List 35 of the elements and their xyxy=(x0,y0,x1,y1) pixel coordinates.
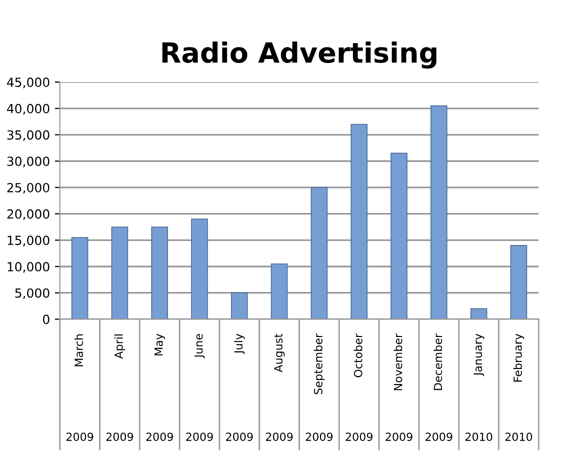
category-label: August 2009 xyxy=(266,334,293,441)
category-label: November 2009 xyxy=(386,333,412,441)
category-label: April 2009 xyxy=(106,334,134,441)
bar xyxy=(470,308,488,320)
y-tick-label: 30,000 xyxy=(7,156,50,168)
bar xyxy=(270,263,288,320)
y-tick-label: 25,000 xyxy=(7,182,50,194)
category-label: May 2009 xyxy=(146,334,173,441)
y-tick-label: 0 xyxy=(43,314,50,324)
category-label: September 2009 xyxy=(306,333,333,441)
y-tick-label: 15,000 xyxy=(8,236,50,246)
category-label: June 2009 xyxy=(186,334,213,441)
y-tick-label: 45,000 xyxy=(7,78,50,88)
y-tick-label: 40,000 xyxy=(7,104,50,115)
category-label: February 2010 xyxy=(505,334,532,441)
bar xyxy=(510,245,528,320)
y-tick-label: 5,000 xyxy=(15,288,50,300)
bar xyxy=(350,124,368,320)
category-label: July 2009 xyxy=(226,334,253,441)
chart-title: Radio Advertising xyxy=(162,42,436,69)
y-tick-label: 10,000 xyxy=(8,262,50,273)
bar xyxy=(151,226,168,320)
bar xyxy=(430,105,448,320)
category-label: March 2009 xyxy=(66,334,94,441)
bar xyxy=(111,226,128,320)
y-tick-label: 35,000 xyxy=(7,130,50,141)
bar xyxy=(71,237,88,320)
bar xyxy=(390,152,408,320)
category-label: December 2009 xyxy=(426,333,452,441)
category-label: January 2010 xyxy=(465,334,492,441)
category-label: October 2009 xyxy=(346,333,372,441)
bar xyxy=(310,187,328,320)
y-tick-label: 20,000 xyxy=(7,209,50,220)
bar xyxy=(191,218,208,320)
bar xyxy=(231,292,248,320)
